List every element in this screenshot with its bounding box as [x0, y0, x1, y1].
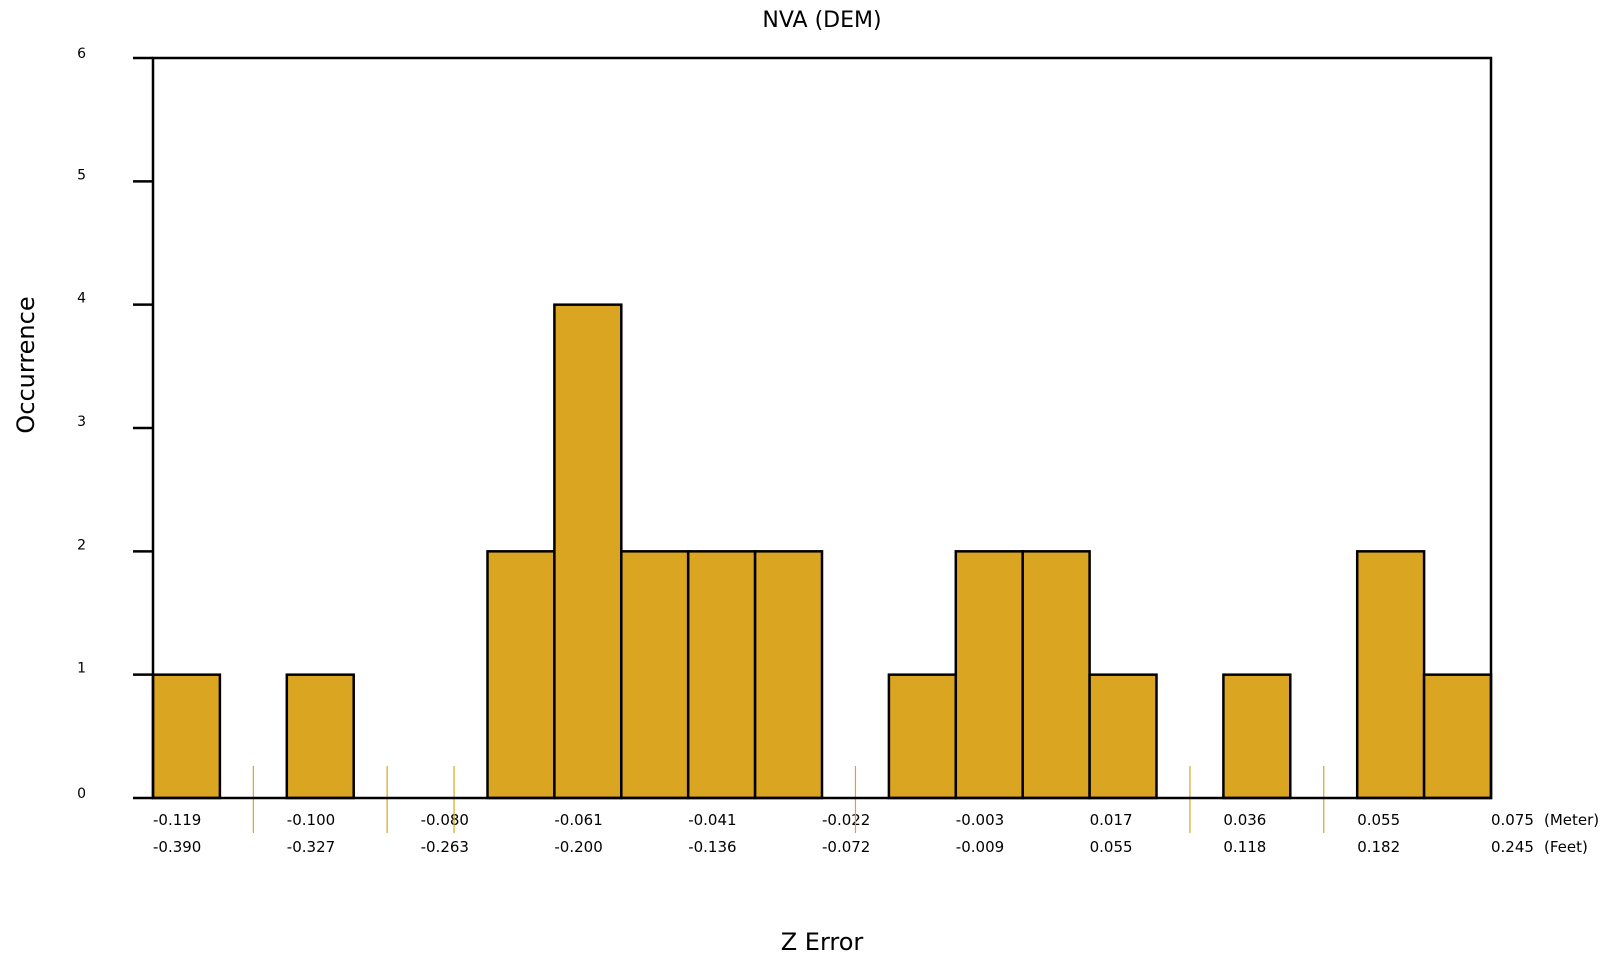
y-tick-label: 0: [77, 786, 86, 802]
histogram-bar: [1422, 673, 1493, 800]
y-axis-label: Occurrence: [12, 296, 40, 433]
y-tick-label: 1: [77, 661, 86, 677]
x-tick-label: 0.118: [1223, 838, 1266, 856]
histogram-bar: [620, 550, 690, 800]
x-tick-label: -0.200: [554, 838, 602, 856]
x-tick-label: 0.055: [1090, 838, 1133, 856]
histogram-bar: [285, 673, 355, 800]
y-tick-label: 4: [77, 291, 86, 307]
histogram-bar: [1355, 550, 1426, 800]
x-tick-label: -0.041: [688, 811, 736, 829]
x-unit-label: (Meter): [1544, 811, 1599, 829]
x-tick-label: 0.182: [1357, 838, 1400, 856]
y-tick-label: 5: [77, 167, 86, 183]
x-tick-label: -0.080: [421, 811, 469, 829]
histogram-bar: [887, 673, 958, 800]
x-tick-label: -0.072: [822, 838, 870, 856]
histogram-bar: [954, 550, 1024, 800]
x-tick-label: -0.136: [688, 838, 736, 856]
x-tick-label: 0.245: [1491, 838, 1534, 856]
y-ticks-group: 0 1 2 3 4 5 6: [77, 46, 153, 802]
histogram-bar: [553, 303, 623, 800]
histogram-bar: [1088, 673, 1158, 800]
x-tick-label: -0.061: [554, 811, 602, 829]
x-unit-label: (Feet): [1544, 838, 1588, 856]
y-tick-label: 3: [77, 414, 86, 430]
bars-group: [151, 303, 1493, 800]
x-tick-label: 0.017: [1090, 811, 1133, 829]
histogram-bar: [1222, 673, 1292, 800]
x-tick-label: -0.263: [421, 838, 469, 856]
histogram-bar: [753, 550, 824, 800]
plot-frame: [151, 56, 1493, 800]
x-tick-label: -0.119: [153, 811, 201, 829]
y-tick-label: 6: [77, 46, 86, 62]
x-tick-label: 0.055: [1357, 811, 1400, 829]
x-tick-label: 0.036: [1223, 811, 1266, 829]
histogram-bar: [1021, 550, 1091, 800]
x-ticks-group: -0.119 -0.100 -0.080 -0.061 -0.041 -0.022 -0.0…: [153, 811, 1599, 856]
x-tick-label: -0.022: [822, 811, 870, 829]
x-tick-label: -0.003: [956, 811, 1004, 829]
x-tick-label: 0.075: [1491, 811, 1534, 829]
histogram-bar: [486, 550, 556, 800]
x-axis-label: Z Error: [781, 928, 864, 956]
histogram-bar: [151, 673, 222, 800]
bin-markers-group: [252, 766, 1325, 833]
chart-title: NVA (DEM): [762, 8, 881, 33]
x-tick-label: -0.390: [153, 838, 201, 856]
y-tick-label: 2: [77, 537, 86, 553]
x-tick-label: -0.009: [956, 838, 1004, 856]
x-tick-label: -0.100: [287, 811, 335, 829]
x-tick-label: -0.327: [287, 838, 335, 856]
histogram-bar: [686, 550, 757, 800]
